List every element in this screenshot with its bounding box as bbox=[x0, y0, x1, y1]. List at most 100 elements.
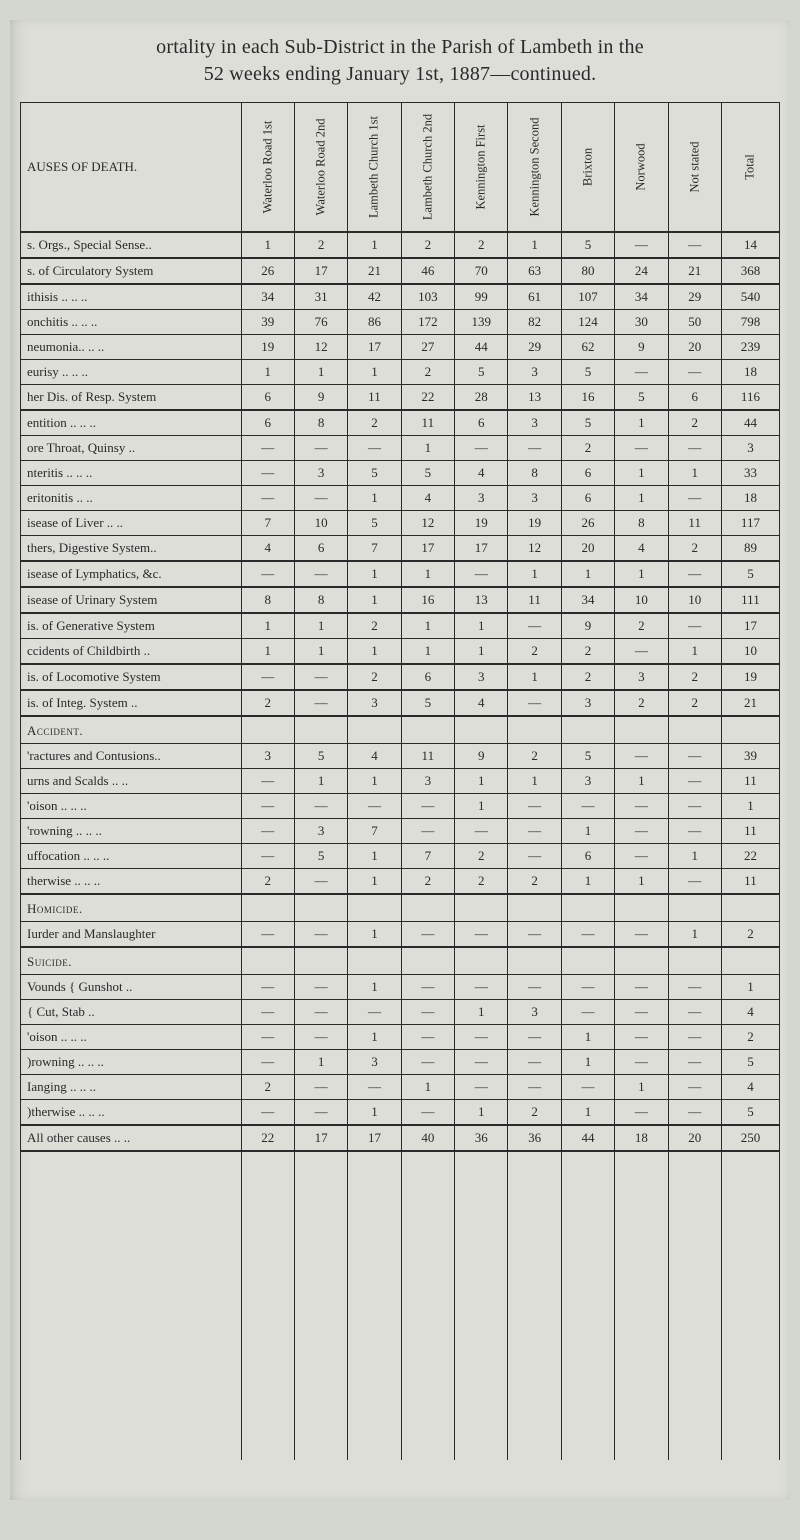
value-cell: 3 bbox=[241, 744, 294, 769]
table-row: ccidents of Childbirth ..1111122—110 bbox=[21, 639, 780, 665]
table-row: neumonia.. .. ..19121727442962920239 bbox=[21, 335, 780, 360]
cause-cell: Ianging .. .. .. bbox=[21, 1075, 242, 1100]
col-header-cause: AUSES OF DEATH. bbox=[21, 103, 242, 233]
value-cell: 1 bbox=[401, 561, 454, 587]
value-cell: 1 bbox=[508, 769, 561, 794]
value-cell: 4 bbox=[721, 1000, 779, 1025]
value-cell: — bbox=[401, 975, 454, 1000]
cause-cell: urns and Scalds .. .. bbox=[21, 769, 242, 794]
value-cell: — bbox=[241, 486, 294, 511]
value-cell: 42 bbox=[348, 284, 401, 310]
cause-cell: 'ractures and Contusions.. bbox=[21, 744, 242, 769]
cause-cell: isease of Lymphatics, &c. bbox=[21, 561, 242, 587]
value-cell: — bbox=[668, 613, 721, 639]
value-cell: 12 bbox=[294, 335, 347, 360]
value-cell: 22 bbox=[721, 844, 779, 869]
value-cell: 3 bbox=[508, 410, 561, 436]
value-cell: 13 bbox=[508, 385, 561, 411]
table-row: Vounds { Gunshot ..——1——————1 bbox=[21, 975, 780, 1000]
value-cell: — bbox=[348, 436, 401, 461]
value-cell: 4 bbox=[455, 461, 508, 486]
value-cell: 1 bbox=[294, 1050, 347, 1075]
value-cell: 1 bbox=[294, 613, 347, 639]
value-cell: — bbox=[668, 360, 721, 385]
cause-cell: ore Throat, Quinsy .. bbox=[21, 436, 242, 461]
value-cell: 1 bbox=[348, 975, 401, 1000]
value-cell: 1 bbox=[241, 613, 294, 639]
cause-cell: therwise .. .. .. bbox=[21, 869, 242, 895]
col-header-norwood: Norwood bbox=[615, 103, 668, 233]
value-cell: 21 bbox=[348, 258, 401, 284]
value-cell: 1 bbox=[348, 360, 401, 385]
value-cell: 2 bbox=[668, 690, 721, 716]
value-cell: 44 bbox=[561, 1125, 614, 1151]
table-header: AUSES OF DEATH. Waterloo Road 1st Waterl… bbox=[21, 103, 780, 233]
value-cell: — bbox=[561, 922, 614, 948]
value-cell: 1 bbox=[401, 1075, 454, 1100]
value-cell bbox=[561, 894, 614, 922]
value-cell: — bbox=[561, 1075, 614, 1100]
value-cell: 2 bbox=[294, 232, 347, 258]
table-row: )rowning .. .. ..—13———1——5 bbox=[21, 1050, 780, 1075]
value-cell: — bbox=[455, 1075, 508, 1100]
value-cell: 7 bbox=[241, 511, 294, 536]
table-row: is. of Locomotive System——263123219 bbox=[21, 664, 780, 690]
cause-cell: isease of Liver .. .. bbox=[21, 511, 242, 536]
value-cell: 1 bbox=[561, 1100, 614, 1126]
value-cell: 1 bbox=[508, 664, 561, 690]
value-cell: — bbox=[508, 819, 561, 844]
value-cell: 20 bbox=[561, 536, 614, 562]
value-cell: — bbox=[508, 922, 561, 948]
value-cell: — bbox=[241, 664, 294, 690]
value-cell: 33 bbox=[721, 461, 779, 486]
value-cell: — bbox=[294, 664, 347, 690]
value-cell: 40 bbox=[401, 1125, 454, 1151]
value-cell: 2 bbox=[241, 690, 294, 716]
value-cell: 2 bbox=[508, 869, 561, 895]
value-cell: — bbox=[241, 1050, 294, 1075]
cause-cell: 'rowning .. .. .. bbox=[21, 819, 242, 844]
value-cell bbox=[615, 947, 668, 975]
value-cell: 82 bbox=[508, 310, 561, 335]
value-cell bbox=[455, 716, 508, 744]
value-cell: 17 bbox=[455, 536, 508, 562]
value-cell: — bbox=[668, 769, 721, 794]
value-cell: 1 bbox=[348, 232, 401, 258]
value-cell: — bbox=[615, 360, 668, 385]
value-cell: — bbox=[668, 794, 721, 819]
value-cell: — bbox=[294, 975, 347, 1000]
scanned-page: ortality in each Sub-District in the Par… bbox=[10, 20, 790, 1500]
cause-cell: neumonia.. .. .. bbox=[21, 335, 242, 360]
table-row: uffocation .. .. ..—5172—6—122 bbox=[21, 844, 780, 869]
value-cell: 2 bbox=[561, 436, 614, 461]
value-cell: — bbox=[668, 744, 721, 769]
value-cell: 17 bbox=[401, 536, 454, 562]
value-cell: — bbox=[241, 975, 294, 1000]
value-cell: — bbox=[241, 1000, 294, 1025]
value-cell: 3 bbox=[348, 1050, 401, 1075]
table-row: ithisis .. .. ..34314210399611073429540 bbox=[21, 284, 780, 310]
value-cell: 1 bbox=[348, 769, 401, 794]
value-cell: 1 bbox=[561, 1050, 614, 1075]
table-row: isease of Liver .. ..710512191926811117 bbox=[21, 511, 780, 536]
value-cell: 22 bbox=[401, 385, 454, 411]
value-cell: — bbox=[241, 1100, 294, 1126]
cause-cell: nteritis .. .. .. bbox=[21, 461, 242, 486]
value-cell: 3 bbox=[294, 461, 347, 486]
value-cell: — bbox=[348, 1000, 401, 1025]
value-cell: 2 bbox=[668, 664, 721, 690]
value-cell bbox=[668, 894, 721, 922]
value-cell: — bbox=[508, 1075, 561, 1100]
table-row: Suicide. bbox=[21, 947, 780, 975]
cause-cell: 'oison .. .. .. bbox=[21, 794, 242, 819]
value-cell: 1 bbox=[561, 1025, 614, 1050]
value-cell: 1 bbox=[401, 436, 454, 461]
value-cell: — bbox=[615, 1100, 668, 1126]
cause-cell: ithisis .. .. .. bbox=[21, 284, 242, 310]
value-cell: 1 bbox=[615, 410, 668, 436]
value-cell: — bbox=[455, 561, 508, 587]
value-cell: 28 bbox=[455, 385, 508, 411]
value-cell bbox=[348, 894, 401, 922]
value-cell: 2 bbox=[721, 1025, 779, 1050]
value-cell: — bbox=[294, 1000, 347, 1025]
